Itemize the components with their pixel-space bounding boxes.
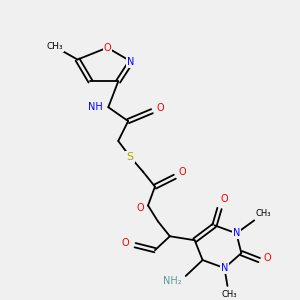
Text: NH: NH xyxy=(88,102,103,112)
Text: NH₂: NH₂ xyxy=(163,276,181,286)
Text: O: O xyxy=(179,167,187,177)
Text: N: N xyxy=(221,263,228,273)
Text: O: O xyxy=(156,103,164,113)
Text: O: O xyxy=(103,43,111,52)
Text: CH₃: CH₃ xyxy=(46,42,63,51)
Text: O: O xyxy=(263,253,271,263)
Text: N: N xyxy=(233,228,240,238)
Text: CH₃: CH₃ xyxy=(255,209,271,218)
Text: S: S xyxy=(127,152,134,162)
Text: O: O xyxy=(122,238,129,248)
Text: O: O xyxy=(220,194,228,203)
Text: O: O xyxy=(136,203,144,214)
Text: CH₃: CH₃ xyxy=(222,290,237,299)
Text: N: N xyxy=(128,56,135,67)
